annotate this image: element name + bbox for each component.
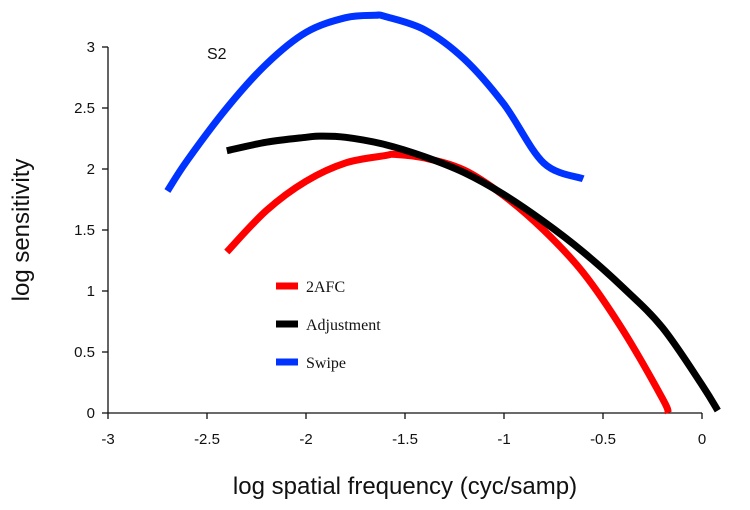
x-tick-label: -1 xyxy=(497,431,510,448)
series-layer xyxy=(164,11,721,415)
axes xyxy=(107,47,702,414)
annotation-label: S2 xyxy=(207,46,227,63)
legend-label: Swipe xyxy=(306,355,346,372)
x-tick-label: -2 xyxy=(299,431,312,448)
series-adjustment-line xyxy=(226,132,721,413)
x-tick-label: 0 xyxy=(698,431,706,448)
legend: 2AFC Adjustment Swipe xyxy=(276,279,381,372)
y-tick-label: 3 xyxy=(87,39,95,56)
legend-label: 2AFC xyxy=(306,279,345,296)
y-tick-label: 1.5 xyxy=(74,222,95,239)
y-tick-label: 1 xyxy=(87,283,95,300)
legend-label: Adjustment xyxy=(306,317,381,334)
y-tick-label: 0.5 xyxy=(74,344,95,361)
y-axis-title: log sensitivity xyxy=(8,159,35,302)
y-tick-label: 2.5 xyxy=(74,100,95,117)
x-tick-label: -1.5 xyxy=(392,431,418,448)
x-tick-label: -2.5 xyxy=(194,431,220,448)
y-tick-label: 2 xyxy=(87,161,95,178)
ticks: -3 -2.5 -2 -1.5 -1 -0.5 0 0 0.5 1 1.5 2 2.5 3 xyxy=(74,39,706,448)
x-axis-title: log spatial frequency (cyc/samp) xyxy=(233,473,577,500)
series-swipe-line xyxy=(164,11,585,193)
x-tick-label: -3 xyxy=(101,431,114,448)
x-tick-label: -0.5 xyxy=(590,431,616,448)
y-tick-label: 0 xyxy=(87,405,95,422)
